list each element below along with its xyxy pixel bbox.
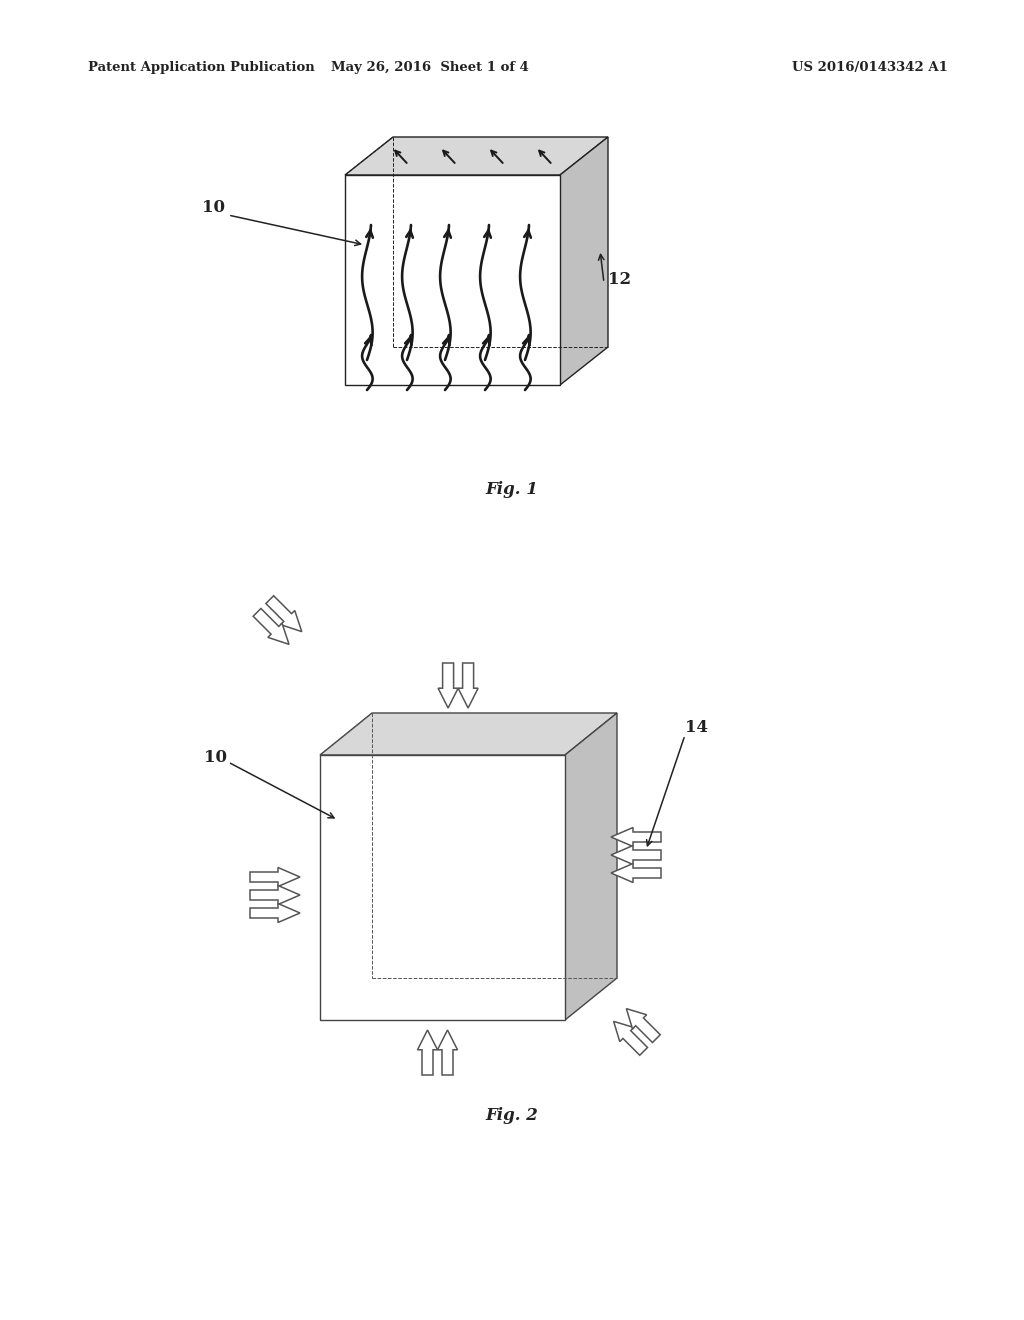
Text: May 26, 2016  Sheet 1 of 4: May 26, 2016 Sheet 1 of 4 <box>331 62 529 74</box>
Polygon shape <box>565 713 617 1020</box>
Polygon shape <box>319 713 617 755</box>
Text: Fig. 2: Fig. 2 <box>485 1106 539 1123</box>
FancyArrow shape <box>611 846 662 865</box>
Polygon shape <box>560 137 608 385</box>
Text: Fig. 1: Fig. 1 <box>485 482 539 499</box>
Polygon shape <box>345 137 608 176</box>
Polygon shape <box>319 755 565 1020</box>
Text: 10: 10 <box>204 748 226 766</box>
FancyArrow shape <box>627 1008 660 1043</box>
FancyArrow shape <box>438 663 458 708</box>
FancyArrow shape <box>437 1030 458 1074</box>
FancyArrow shape <box>266 595 302 632</box>
FancyArrow shape <box>613 1022 647 1055</box>
Text: 10: 10 <box>202 199 224 216</box>
Text: US 2016/0143342 A1: US 2016/0143342 A1 <box>792 62 948 74</box>
FancyArrow shape <box>418 1030 437 1074</box>
FancyArrow shape <box>458 663 478 708</box>
Text: Patent Application Publication: Patent Application Publication <box>88 62 314 74</box>
FancyArrow shape <box>611 828 662 846</box>
Polygon shape <box>345 176 560 385</box>
FancyArrow shape <box>611 863 662 883</box>
FancyArrow shape <box>250 867 300 887</box>
Text: 14: 14 <box>685 718 708 735</box>
Text: 12: 12 <box>608 272 631 289</box>
FancyArrow shape <box>250 903 300 923</box>
FancyArrow shape <box>250 886 300 904</box>
FancyArrow shape <box>253 609 289 644</box>
